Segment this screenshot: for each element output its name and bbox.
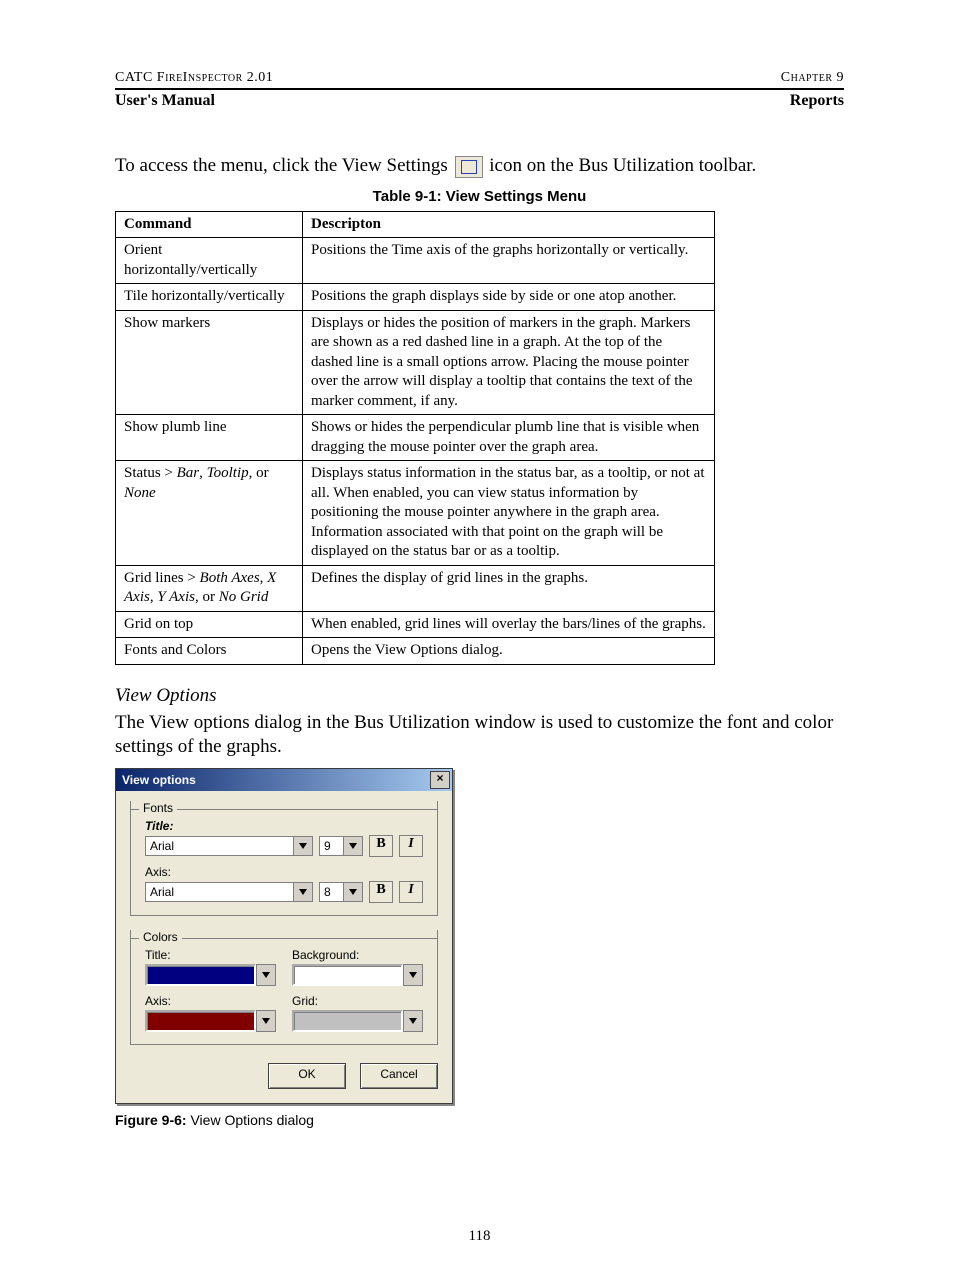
color-axis-combo[interactable] — [145, 1010, 276, 1032]
table-row: Orient horizontally/verticallyPositions … — [116, 238, 715, 284]
table-row: Grid on topWhen enabled, grid lines will… — [116, 611, 715, 638]
cancel-button[interactable]: Cancel — [360, 1063, 438, 1089]
intro-text-before: To access the menu, click the View Setti… — [115, 155, 448, 176]
color-background-combo[interactable] — [292, 964, 423, 986]
header-left-small: CATC FireInspector 2.01 — [115, 70, 273, 86]
fonts-group: Fonts Title: Arial 9 B I Axis: — [130, 801, 438, 916]
section-subtitle: View Options — [115, 685, 844, 707]
title-italic-button[interactable]: I — [399, 835, 423, 857]
chevron-down-icon[interactable] — [293, 882, 313, 902]
cell-command: Orient horizontally/vertically — [116, 238, 303, 284]
axis-font-combo[interactable]: Arial — [145, 882, 313, 902]
view-options-dialog: View options × Fonts Title: Arial 9 B — [115, 768, 453, 1104]
axis-bold-button[interactable]: B — [369, 881, 393, 903]
header-right-bold: Reports — [790, 92, 844, 110]
figure-caption-bold: Figure 9-6: — [115, 1112, 187, 1128]
title-font-combo[interactable]: Arial — [145, 836, 313, 856]
axis-label: Axis: — [145, 865, 423, 879]
cell-description: Shows or hides the perpendicular plumb l… — [303, 415, 715, 461]
fonts-group-title: Fonts — [139, 801, 177, 815]
col-command: Command — [116, 211, 303, 238]
color-swatch — [292, 1010, 403, 1032]
table-row: Tile horizontally/verticallyPositions th… — [116, 284, 715, 311]
cell-description: Positions the graph displays side by sid… — [303, 284, 715, 311]
settings-table: Command Descripton Orient horizontally/v… — [115, 211, 715, 665]
cell-command: Show plumb line — [116, 415, 303, 461]
figure-caption: Figure 9-6: View Options dialog — [115, 1112, 844, 1128]
title-bold-button[interactable]: B — [369, 835, 393, 857]
colors-group-title: Colors — [139, 930, 182, 944]
dialog-title: View options — [122, 773, 196, 787]
cell-command: Grid on top — [116, 611, 303, 638]
header-right-small: Chapter 9 — [781, 70, 844, 86]
chevron-down-icon[interactable] — [256, 1010, 276, 1032]
table-row: Fonts and ColorsOpens the View Options d… — [116, 638, 715, 665]
color-swatch — [145, 1010, 256, 1032]
col-description: Descripton — [303, 211, 715, 238]
color-title-combo[interactable] — [145, 964, 276, 986]
axis-italic-button[interactable]: I — [399, 881, 423, 903]
color-background-label: Background: — [292, 948, 423, 962]
cell-command: Grid lines > Both Axes, X Axis, Y Axis, … — [116, 565, 303, 611]
chevron-down-icon[interactable] — [343, 836, 363, 856]
title-size-combo[interactable]: 9 — [319, 836, 363, 856]
view-settings-icon — [455, 156, 483, 178]
color-swatch — [292, 964, 403, 986]
axis-font-value: Arial — [145, 882, 293, 902]
page-number: 118 — [115, 1228, 844, 1245]
header-left-bold: User's Manual — [115, 92, 215, 110]
ok-button[interactable]: OK — [268, 1063, 346, 1089]
section-text: The View options dialog in the Bus Utili… — [115, 711, 844, 759]
figure-caption-rest: View Options dialog — [187, 1112, 314, 1128]
table-row: Grid lines > Both Axes, X Axis, Y Axis, … — [116, 565, 715, 611]
intro-text-after: icon on the Bus Utilization toolbar. — [489, 155, 756, 176]
cell-command: Status > Bar, Tooltip, or None — [116, 461, 303, 566]
cell-description: Displays or hides the position of marker… — [303, 310, 715, 415]
cell-description: When enabled, grid lines will overlay th… — [303, 611, 715, 638]
table-caption: Table 9-1: View Settings Menu — [115, 188, 844, 205]
table-row: Show markersDisplays or hides the positi… — [116, 310, 715, 415]
dialog-titlebar: View options × — [116, 769, 452, 791]
table-row: Show plumb lineShows or hides the perpen… — [116, 415, 715, 461]
cell-command: Fonts and Colors — [116, 638, 303, 665]
chevron-down-icon[interactable] — [343, 882, 363, 902]
dialog-close-button[interactable]: × — [430, 771, 450, 789]
cell-description: Positions the Time axis of the graphs ho… — [303, 238, 715, 284]
cell-description: Defines the display of grid lines in the… — [303, 565, 715, 611]
cell-description: Displays status information in the statu… — [303, 461, 715, 566]
color-grid-combo[interactable] — [292, 1010, 423, 1032]
color-swatch — [145, 964, 256, 986]
cell-command: Tile horizontally/vertically — [116, 284, 303, 311]
table-row: Status > Bar, Tooltip, or NoneDisplays s… — [116, 461, 715, 566]
color-title-label: Title: — [145, 948, 276, 962]
color-grid-label: Grid: — [292, 994, 423, 1008]
color-axis-label: Axis: — [145, 994, 276, 1008]
title-font-value: Arial — [145, 836, 293, 856]
cell-description: Opens the View Options dialog. — [303, 638, 715, 665]
axis-size-combo[interactable]: 8 — [319, 882, 363, 902]
title-label: Title: — [145, 819, 423, 833]
intro-paragraph: To access the menu, click the View Setti… — [115, 154, 844, 178]
chevron-down-icon[interactable] — [293, 836, 313, 856]
axis-size-value: 8 — [319, 882, 343, 902]
colors-group: Colors Title: Background: — [130, 930, 438, 1045]
cell-command: Show markers — [116, 310, 303, 415]
chevron-down-icon[interactable] — [403, 964, 423, 986]
chevron-down-icon[interactable] — [403, 1010, 423, 1032]
chevron-down-icon[interactable] — [256, 964, 276, 986]
title-size-value: 9 — [319, 836, 343, 856]
